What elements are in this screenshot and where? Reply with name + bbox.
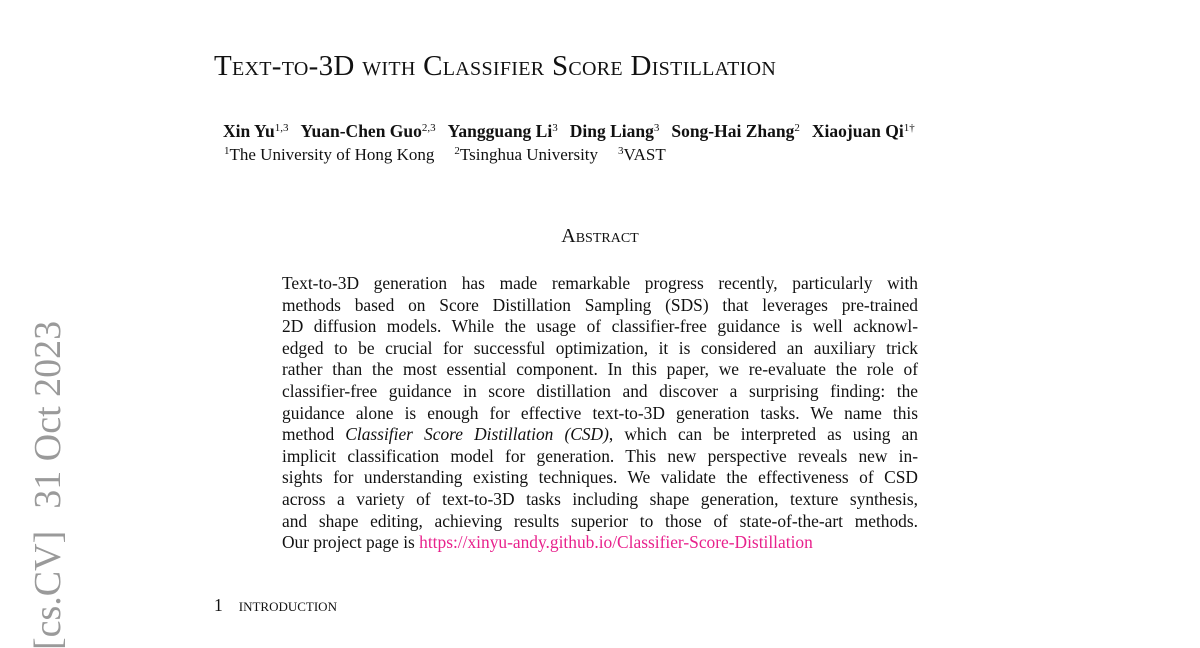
abstract-line: and shape editing, achieving results sup…	[282, 511, 918, 533]
abstract-line: method Classifier Score Distillation (CS…	[282, 424, 918, 446]
abstract-text: across a variety of text-to-3D tasks inc…	[282, 488, 918, 509]
section-title: Introduction	[238, 595, 337, 616]
author-name: Xiaojuan Qi	[811, 121, 904, 141]
abstract-text: Text-to-3D generation has made remarkabl…	[282, 273, 918, 293]
affiliations: 1The University of Hong Kong 2Tsinghua Un…	[224, 145, 686, 165]
author: Xin Yu1,3	[223, 121, 288, 141]
abstract: Text-to-3D generation has made remarkabl…	[282, 273, 918, 554]
author-name: Xin Yu	[223, 121, 275, 141]
abstract-line: implicit classification model for genera…	[282, 446, 918, 468]
affiliation-mark: 1	[224, 145, 230, 157]
abstract-heading: Abstract	[561, 225, 639, 247]
abstract-line: across a variety of text-to-3D tasks inc…	[282, 489, 918, 511]
abstract-line: rather than the most essential component…	[282, 359, 918, 381]
project-link[interactable]: https://xinyu-andy.github.io/Classifier-…	[419, 532, 813, 553]
abstract-text: implicit classification model for genera…	[282, 445, 918, 466]
abstract-text: and shape editing, achieving results sup…	[282, 510, 918, 531]
abstract-text: guidance alone is enough for effective t…	[282, 402, 918, 423]
authors: Xin Yu1,3 Yuan-Chen Guo2,3 Yangguang Li3 Di…	[223, 121, 927, 142]
abstract-line: edged to be crucial for successful optim…	[282, 338, 918, 360]
abstract-line: sights for understanding existing techni…	[282, 467, 918, 489]
author-name: Song-Hai Zhang	[671, 121, 795, 141]
abstract-line: Text-to-3D generation has made remarkabl…	[282, 273, 918, 295]
author: Xiaojuan Qi1†	[812, 121, 915, 141]
abstract-line: Our project page is https://xinyu-andy.g…	[282, 532, 918, 554]
author-name: Yuan-Chen Guo	[300, 121, 422, 141]
abstract-text: 2D diffusion models. While the usage of …	[282, 316, 918, 337]
abstract-line: guidance alone is enough for effective t…	[282, 403, 918, 425]
affiliation-mark: 2	[454, 145, 460, 157]
author-affiliation: 1,3	[274, 122, 289, 134]
author-name: Yangguang Li	[447, 121, 553, 141]
author-affiliation: 3	[552, 122, 558, 134]
author-affiliation: 2,3	[421, 122, 436, 134]
abstract-text: Classifier Score Distillation (CSD)	[345, 424, 609, 445]
affiliation: 1The University of Hong Kong	[224, 145, 434, 164]
section-number: 1	[214, 595, 223, 615]
affiliation-name: The University of Hong Kong	[229, 145, 435, 164]
abstract-text: method	[282, 424, 346, 445]
stamp-category: [cs.CV]	[27, 530, 69, 648]
affiliation: 2Tsinghua University	[454, 145, 598, 164]
section-heading: 1 Introduction	[214, 595, 337, 617]
abstract-line: 2D diffusion models. While the usage of …	[282, 316, 918, 338]
author: Yuan-Chen Guo2,3	[300, 121, 435, 141]
abstract-text: methods based on Score Distillation Samp…	[282, 294, 918, 315]
abstract-text: rather than the most essential component…	[282, 359, 918, 380]
author: Song-Hai Zhang2	[671, 121, 800, 141]
affiliation: 3VAST	[618, 145, 666, 164]
author-affiliation: 2	[794, 122, 800, 134]
author: Ding Liang3	[570, 121, 660, 141]
abstract-text: , which can be interpreted as using an	[608, 424, 918, 445]
abstract-line: classifier-free guidance in score distil…	[282, 381, 918, 403]
arxiv-stamp: [cs.CV] 31 Oct 2023	[26, 321, 70, 648]
paper-title: Text-to-3D with Classifier Score Distill…	[214, 50, 777, 82]
author: Yangguang Li3	[448, 121, 558, 141]
abstract-line: methods based on Score Distillation Samp…	[282, 295, 918, 317]
abstract-text: classifier-free guidance in score distil…	[282, 380, 918, 401]
affiliation-name: Tsinghua University	[459, 145, 599, 164]
author-name: Ding Liang	[569, 121, 654, 141]
abstract-text: Our project page is	[282, 532, 420, 553]
affiliation-name: VAST	[623, 145, 666, 164]
abstract-text: edged to be crucial for successful optim…	[282, 337, 918, 358]
abstract-text: sights for understanding existing techni…	[282, 467, 918, 488]
author-affiliation: 3	[653, 122, 660, 134]
author-affiliation: 1†	[903, 122, 915, 134]
stamp-date: 31 Oct 2023	[27, 320, 69, 509]
affiliation-mark: 3	[618, 145, 624, 157]
